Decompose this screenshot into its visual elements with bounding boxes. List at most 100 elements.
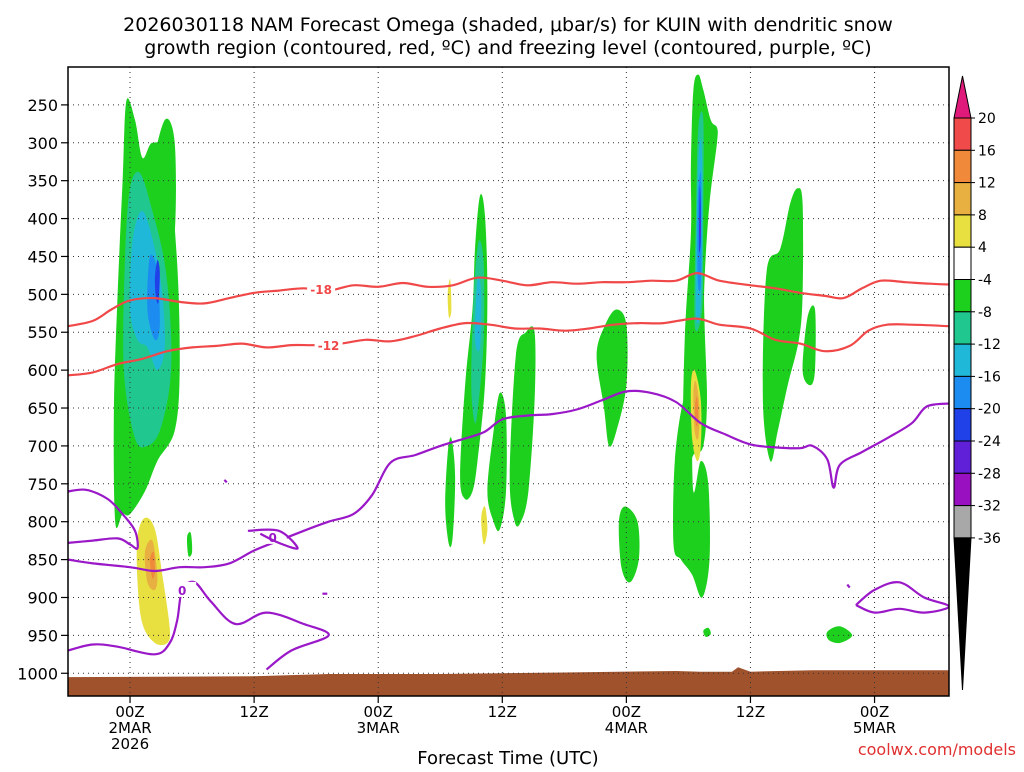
freezing-contour-2	[68, 488, 139, 550]
colorbar-segment	[953, 279, 972, 313]
colorbar-bottom-triangle	[953, 537, 972, 691]
omega-area-green-small-1	[186, 532, 193, 557]
colorbar-label: 20	[978, 111, 996, 127]
colorbar-label: -24	[978, 434, 1001, 450]
terrain-ground	[68, 667, 949, 696]
y-tick-label: 850	[27, 551, 58, 570]
omega-area-green-6	[509, 326, 536, 527]
plot-frame	[67, 66, 950, 697]
y-tick-label: 750	[27, 475, 58, 494]
x-tick-label: 00Z	[612, 703, 641, 721]
colorbar-label: -4	[978, 273, 992, 289]
freezing-contour-1-label: 0	[178, 584, 186, 598]
freezing-contour-1-label-bg	[168, 581, 197, 597]
dendritic-contour-0	[68, 272, 949, 328]
colorbar-label: -36	[978, 531, 1001, 547]
freezing-contour-3	[247, 528, 299, 550]
dendritic-contour-0-label: -18	[310, 283, 332, 297]
x-tick-label: 12Z	[488, 703, 517, 721]
dendritic-contour-0-label-bg	[307, 281, 336, 297]
colorbar-label: -20	[978, 402, 1001, 418]
freezing-contour-0-label: 0	[269, 531, 277, 545]
freezing-contour-1	[68, 580, 330, 671]
omega-area-green-9	[673, 394, 710, 598]
omega-area-green-5	[487, 392, 507, 532]
freezing-contour-6	[846, 583, 851, 589]
y-tick-label: 250	[27, 96, 58, 115]
y-tick-label: 400	[27, 210, 58, 229]
omega-area-yellow-2	[481, 506, 488, 545]
x-tick-label: 5MAR	[853, 719, 896, 737]
colorbar-segment	[953, 246, 972, 280]
omega-shading-layer	[113, 74, 853, 646]
colorbar: 20 16 12 8 4 -4 -8 -12 -16 -20 -24 -28 -32 -36	[953, 75, 1001, 691]
colorbar-label: 16	[978, 143, 996, 159]
colorbar-label: -28	[978, 466, 1001, 482]
chart-title-line2: growth region (contoured, red, ºC) and f…	[144, 37, 871, 59]
freezing-contour-0	[68, 389, 949, 573]
omega-area-dorange-1	[149, 551, 155, 579]
omega-area-green-12	[802, 305, 816, 386]
freezing-contour-4	[223, 479, 228, 484]
colorbar-label: -12	[978, 337, 1001, 353]
colorbar-label: 12	[978, 176, 996, 192]
terrain-layer	[68, 667, 949, 696]
colorbar-segment	[953, 117, 972, 151]
y-tick-label: 500	[27, 285, 58, 304]
colorbar-label: -32	[978, 499, 1001, 515]
x-tick-label: 00Z	[364, 703, 393, 721]
y-tick-label: 300	[27, 134, 58, 153]
x-tick-label: 00Z	[115, 703, 144, 721]
omega-area-green-10	[618, 506, 640, 583]
colorbar-segment	[953, 472, 972, 507]
colorbar-label: 8	[978, 208, 987, 224]
omega-area-dblue-1	[154, 260, 160, 304]
y-tick-label: 950	[27, 626, 58, 645]
y-tick-label: 1000	[17, 664, 58, 683]
y-tick-label: 700	[27, 437, 58, 456]
colorbar-label: -16	[978, 369, 1001, 385]
freezing-contour-0-label-bg	[258, 528, 287, 544]
x-tick-label: 2026	[111, 735, 149, 753]
freezing-contour-7	[855, 581, 949, 614]
x-tick-label: 12Z	[736, 703, 765, 721]
y-tick-label: 450	[27, 247, 58, 266]
credit-text: coolwx.com/models	[858, 740, 1016, 759]
omega-area-green-7	[596, 309, 628, 447]
x-tick-label: 4MAR	[605, 719, 648, 737]
dendritic-contour-1	[68, 317, 949, 377]
omega-area-purple-3	[699, 217, 701, 239]
omega-area-cyan-2	[474, 276, 482, 352]
contour-layer: -18 -12 0 0	[68, 272, 949, 671]
omega-area-green-13	[826, 626, 853, 644]
omega-area-green-14	[703, 627, 711, 637]
omega-area-green-4	[445, 437, 456, 548]
omega-area-yellow-3	[447, 278, 452, 318]
y-tick-label: 350	[27, 172, 58, 191]
colorbar-segment	[953, 505, 972, 539]
colorbar-segment	[953, 311, 972, 345]
x-tick-label: 12Z	[239, 703, 268, 721]
x-tick-label: 2MAR	[108, 719, 151, 737]
y-tick-label: 600	[27, 361, 58, 380]
colorbar-segment	[953, 343, 972, 377]
y-tick-label: 550	[27, 323, 58, 342]
colorbar-label: -8	[978, 305, 992, 321]
colorbar-top-triangle	[953, 75, 972, 119]
colorbar-segment	[953, 408, 972, 442]
dendritic-contour-1-label: -12	[318, 339, 340, 353]
colorbar-segment	[953, 182, 972, 216]
colorbar-segment	[953, 440, 972, 474]
x-axis-title: Forecast Time (UTC)	[417, 748, 598, 768]
grid-layer	[68, 67, 949, 696]
y-tick-label: 650	[27, 399, 58, 418]
dendritic-contour-1-label-bg	[314, 337, 343, 353]
colorbar-segment	[953, 214, 972, 248]
y-tick-label: 900	[27, 588, 58, 607]
y-axis: 250 300 350 400 450 500 550 600 650 700 750 800 850 9…	[17, 96, 68, 683]
y-tick-label: 800	[27, 513, 58, 532]
colorbar-segment	[953, 149, 972, 184]
